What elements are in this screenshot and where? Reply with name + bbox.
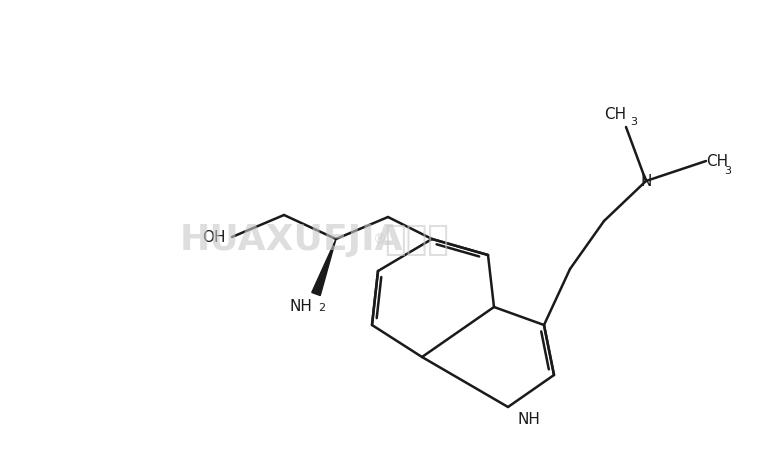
Text: NH: NH	[289, 299, 312, 313]
Text: HUAXUEJIA: HUAXUEJIA	[180, 222, 404, 257]
Text: 2: 2	[318, 302, 325, 312]
Text: 化学加: 化学加	[384, 222, 449, 257]
Polygon shape	[312, 239, 336, 296]
Text: CH: CH	[604, 107, 626, 122]
Text: OH: OH	[202, 230, 226, 245]
Text: NH: NH	[518, 411, 541, 426]
Text: 3: 3	[724, 166, 731, 175]
Text: ®: ®	[372, 232, 386, 246]
Text: N: N	[640, 174, 652, 189]
Text: 3: 3	[630, 117, 637, 127]
Text: CH: CH	[706, 154, 728, 169]
